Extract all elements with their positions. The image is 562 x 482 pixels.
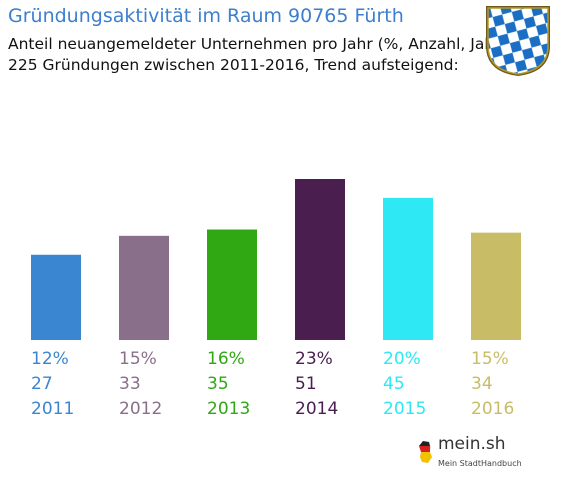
count-label-2014: 51 [295, 374, 317, 394]
bavaria-crest-icon [486, 6, 550, 76]
year-label-2016: 2016 [471, 399, 514, 419]
bar-2012 [119, 235, 169, 340]
bar-2013 [207, 229, 257, 340]
count-label-2011: 27 [31, 374, 53, 394]
year-label-2014: 2014 [295, 399, 338, 419]
bar-2016 [471, 232, 521, 340]
bar-2014 [295, 179, 345, 340]
percent-label-2013: 16% [207, 349, 245, 369]
chart-subtitle-1: Anteil neuangemeldeter Unternehmen pro J… [8, 35, 507, 53]
brand-tagline: Mein StadtHandbuch [438, 459, 522, 468]
percent-label-2015: 20% [383, 349, 421, 369]
percent-label-2016: 15% [471, 349, 509, 369]
germany-map-icon [419, 441, 432, 463]
percent-label-2014: 23% [295, 349, 333, 369]
year-label-2015: 2015 [383, 399, 426, 419]
count-label-2016: 34 [471, 374, 493, 394]
year-label-2011: 2011 [31, 399, 74, 419]
percent-label-2012: 15% [119, 349, 157, 369]
count-label-2013: 35 [207, 374, 229, 394]
bar-2011 [31, 254, 81, 340]
count-label-2012: 33 [119, 374, 141, 394]
year-label-2012: 2012 [119, 399, 162, 419]
percent-label-2011: 12% [31, 349, 69, 369]
chart-subtitle-2: 225 Gründungen zwischen 2011-2016, Trend… [8, 56, 459, 74]
chart-title: Gründungsaktivität im Raum 90765 Fürth [8, 5, 404, 27]
count-label-2015: 45 [383, 374, 405, 394]
bar-2015 [383, 197, 433, 340]
mein-sh-logo: mein.sh Mein StadtHandbuch [418, 434, 528, 474]
year-label-2013: 2013 [207, 399, 250, 419]
brand-name: mein.sh [438, 434, 506, 454]
